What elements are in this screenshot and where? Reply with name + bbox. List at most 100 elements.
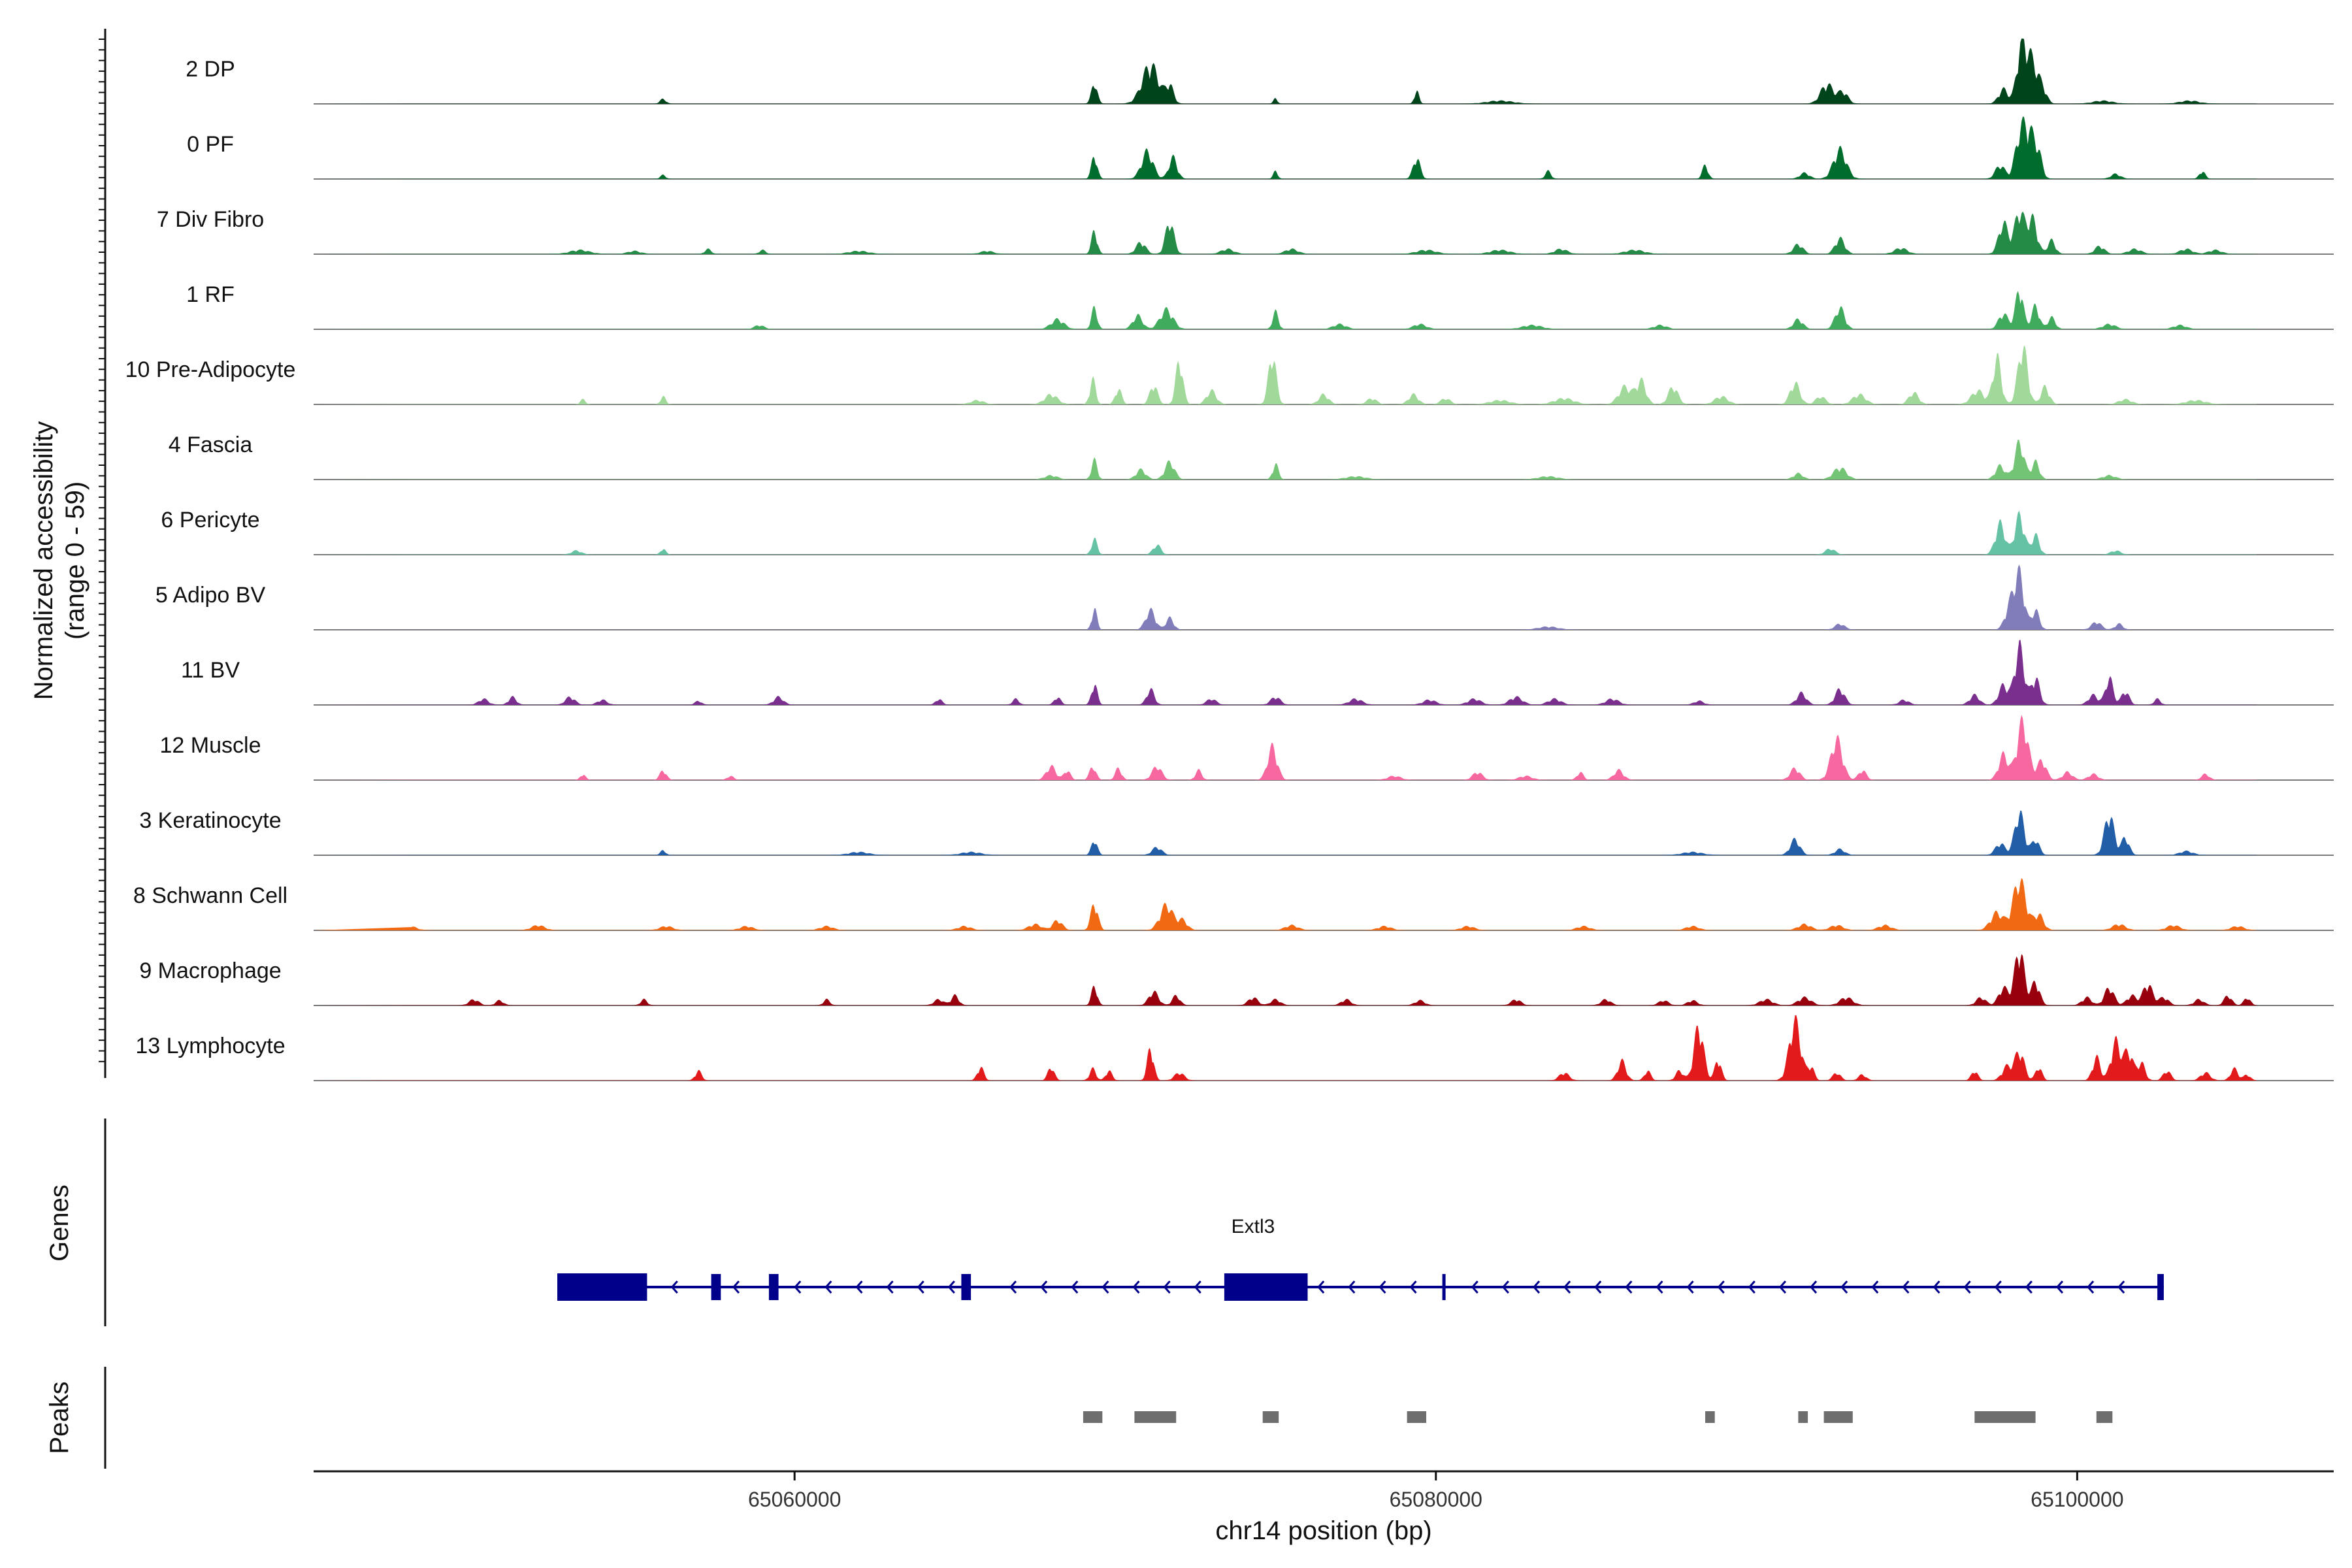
strand-chevron [1933, 1281, 1940, 1294]
gene-name-label: Extl3 [1232, 1216, 1275, 1237]
strand-chevron [1009, 1281, 1017, 1294]
strand-chevron [1317, 1281, 1325, 1294]
track-label-4-fascia: 4 Fascia [169, 433, 253, 457]
strand-chevron [1132, 1281, 1140, 1294]
track-label-10-pre-adipocyte: 10 Pre-Adipocyte [125, 357, 296, 382]
coverage-area-2-dp [314, 39, 2257, 104]
peak-region [1798, 1411, 1808, 1423]
peak-region [1083, 1411, 1103, 1423]
track-7-div-fibro: 7 Div Fibro [157, 207, 2334, 255]
peak-region [1407, 1411, 1426, 1423]
strand-chevron [1656, 1281, 1663, 1294]
strand-chevron [1163, 1281, 1171, 1294]
strand-chevron [1717, 1281, 1725, 1294]
strand-chevron [1902, 1281, 1910, 1294]
track-label-1-rf: 1 RF [186, 282, 235, 307]
strand-chevron [947, 1281, 955, 1294]
strand-chevron [1379, 1281, 1386, 1294]
track-label-9-macrophage: 9 Macrophage [139, 958, 281, 983]
gene-exon [961, 1274, 972, 1300]
track-6-pericyte: 6 Pericyte [161, 508, 2334, 555]
strand-chevron [1625, 1281, 1633, 1294]
track-label-0-pf: 0 PF [187, 132, 234, 157]
coverage-area-10-pre-adipocyte [314, 345, 2257, 404]
strand-chevron [794, 1281, 802, 1294]
track-12-muscle: 12 Muscle [160, 715, 2334, 781]
track-8-schwann-cell: 8 Schwann Cell [133, 877, 2334, 931]
peak-regions [1083, 1411, 2113, 1423]
track-label-2-dp: 2 DP [186, 57, 235, 82]
track-5-adipo-bv: 5 Adipo BV [155, 564, 2334, 630]
strand-chevron [1532, 1281, 1541, 1294]
coverage-area-1-rf [314, 291, 2257, 329]
track-label-7-div-fibro: 7 Div Fibro [157, 207, 264, 232]
strand-chevron [1748, 1281, 1756, 1294]
coverage-y-axis-title-line2: (range 0 - 59) [61, 482, 90, 640]
track-10-pre-adipocyte: 10 Pre-Adipocyte [125, 345, 2334, 405]
strand-chevron [2087, 1281, 2095, 1294]
coverage-area-8-schwann-cell [314, 877, 2257, 930]
strand-chevron [855, 1281, 863, 1294]
coverage-area-6-pericyte [314, 510, 2257, 555]
track-label-5-adipo-bv: 5 Adipo BV [155, 583, 266, 608]
coverage-area-9-macrophage [314, 954, 2257, 1005]
track-label-11-bv: 11 BV [181, 658, 240, 683]
strand-chevron [1194, 1281, 1201, 1294]
peak-region [1262, 1411, 1279, 1423]
strand-chevron [1409, 1281, 1417, 1294]
strand-chevron [1809, 1281, 1818, 1294]
gene-exon [1224, 1273, 1308, 1301]
gene-exon [768, 1274, 779, 1300]
coverage-y-ticks [99, 39, 105, 1062]
strand-chevron [1071, 1281, 1079, 1294]
track-label-6-pericyte: 6 Pericyte [161, 508, 259, 532]
strand-chevron [670, 1281, 678, 1294]
strand-chevron [886, 1281, 894, 1294]
track-label-3-keratinocyte: 3 Keratinocyte [139, 808, 281, 833]
strand-chevron [825, 1281, 832, 1294]
coverage-area-12-muscle [314, 715, 2257, 780]
genes-y-axis-title: Genes [45, 1184, 74, 1262]
track-label-8-schwann-cell: 8 Schwann Cell [133, 883, 287, 908]
strand-chevron [1686, 1281, 1694, 1294]
coverage-area-0-pf [314, 116, 2257, 179]
track-2-dp: 2 DP [186, 39, 2334, 105]
strand-chevron [1348, 1281, 1356, 1294]
strand-chevron [1594, 1281, 1602, 1294]
x-tick-label: 65100000 [2031, 1488, 2123, 1511]
coverage-area-5-adipo-bv [314, 564, 2257, 630]
track-4-fascia: 4 Fascia [169, 433, 2334, 480]
strand-chevron [1994, 1281, 2002, 1294]
track-13-lymphocyte: 13 Lymphocyte [135, 1015, 2334, 1081]
x-tick-label: 65060000 [748, 1488, 841, 1511]
strand-chevron [732, 1281, 740, 1294]
gene-exon [2157, 1274, 2164, 1300]
x-axis-ticks: 65060000 65080000 65100000 [748, 1471, 2124, 1511]
x-tick-label: 65080000 [1390, 1488, 1482, 1511]
coverage-area-7-div-fibro [314, 211, 2257, 254]
strand-chevron [1471, 1281, 1478, 1294]
gene-exon [711, 1274, 721, 1300]
coverage-y-axis-title-line1: Normalized accessibility [29, 421, 58, 700]
strand-chevron [1778, 1281, 1787, 1294]
gene-exon [557, 1273, 647, 1301]
coverage-tracks: 2 DP 0 PF 7 Div Fibro 1 RF 10 Pre-Adipocyte 4… [125, 39, 2334, 1081]
strand-chevron [1963, 1281, 1971, 1294]
strand-chevron [2055, 1281, 2064, 1294]
peak-region [1134, 1411, 1177, 1423]
peak-region [1974, 1411, 2036, 1423]
coverage-area-3-keratinocyte [314, 810, 2257, 855]
x-axis-title: chr14 position (bp) [1215, 1516, 1431, 1545]
track-0-pf: 0 PF [187, 116, 2334, 180]
strand-chevron [2117, 1281, 2125, 1294]
track-label-12-muscle: 12 Muscle [160, 733, 261, 758]
strand-chevron [1102, 1281, 1109, 1294]
strand-chevron [1871, 1281, 1879, 1294]
gene-exon [1442, 1274, 1446, 1300]
strand-chevron [2025, 1281, 2033, 1294]
strand-chevron [1501, 1281, 1509, 1294]
track-3-keratinocyte: 3 Keratinocyte [139, 808, 2334, 856]
peak-region [1705, 1411, 1715, 1423]
track-1-rf: 1 RF [186, 282, 2334, 330]
